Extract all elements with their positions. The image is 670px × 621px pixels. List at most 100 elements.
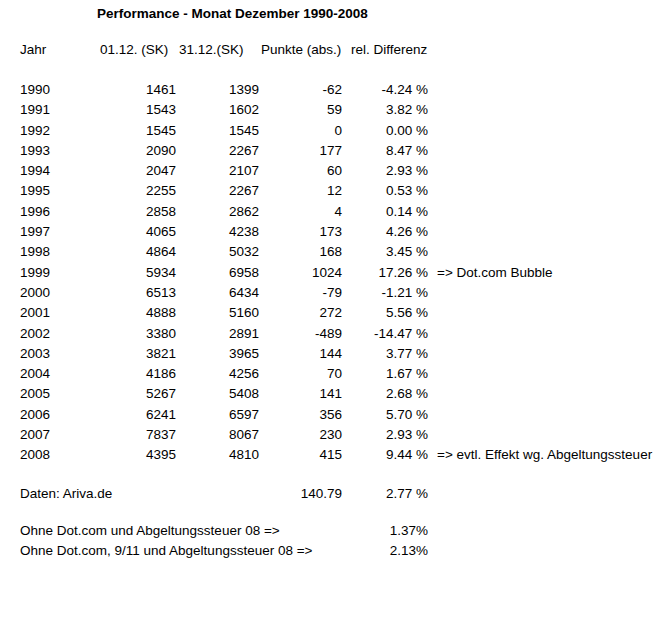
cell-sk-start: 4395 [97, 445, 176, 465]
page-title: Performance - Monat Dezember 1990-2008 [97, 6, 368, 21]
cell-sk-end: 6597 [176, 405, 259, 425]
cell-jahr: 1997 [20, 222, 97, 242]
cell-sk-end: 6958 [176, 263, 259, 283]
cell-punkte: -79 [259, 283, 342, 303]
cell-sk-end: 3965 [176, 344, 259, 364]
cell-punkte: 173 [259, 222, 342, 242]
cell-sk-end: 5408 [176, 384, 259, 404]
cell-punkte: 144 [259, 344, 342, 364]
spreadsheet: Performance - Monat Dezember 1990-2008 J… [0, 0, 670, 621]
cell-diff: -1.21 % [342, 283, 428, 303]
table-row: 1997 4065 4238 173 4.26 % [20, 222, 652, 242]
cell-sk-end: 2267 [176, 141, 259, 161]
cell-sk-start: 4888 [97, 303, 176, 323]
cell-sk-start: 1543 [97, 100, 176, 120]
cell-sk-start: 1461 [97, 80, 176, 100]
cell-diff: 9.44 % [342, 445, 428, 465]
cell-jahr: 1998 [20, 242, 97, 262]
cell-jahr: 2005 [20, 384, 97, 404]
cell-jahr: 1990 [20, 80, 97, 100]
cell-jahr: 2004 [20, 364, 97, 384]
cell-punkte: 415 [259, 445, 342, 465]
cell-sk-start: 4864 [97, 242, 176, 262]
cell-jahr: 2000 [20, 283, 97, 303]
cell-sk-start: 4065 [97, 222, 176, 242]
cell-sk-end: 1399 [176, 80, 259, 100]
column-header-sk-start: 01.12. (SK) [97, 40, 176, 60]
cell-diff: 8.47 % [342, 141, 428, 161]
cell-sk-start: 7837 [97, 425, 176, 445]
table-row: 1994 2047 2107 60 2.93 % [20, 161, 652, 181]
cell-punkte: 168 [259, 242, 342, 262]
summary-diff-value: 2.77 % [342, 484, 428, 504]
cell-jahr: 2007 [20, 425, 97, 445]
cell-diff: 2.93 % [342, 425, 428, 445]
table-row: 2006 6241 6597 356 5.70 % [20, 405, 652, 425]
cell-sk-end: 5032 [176, 242, 259, 262]
cell-sk-start: 1545 [97, 121, 176, 141]
data-source-label: Daten: Ariva.de [20, 484, 259, 504]
table-row: 2008 4395 4810 415 9.44 % => evtl. Effek… [20, 445, 652, 465]
cell-diff: -4.24 % [342, 80, 428, 100]
table-row: 1998 4864 5032 168 3.45 % [20, 242, 652, 262]
cell-diff: 17.26 % [342, 263, 428, 283]
table-row: 2005 5267 5408 141 2.68 % [20, 384, 652, 404]
cell-jahr: 1994 [20, 161, 97, 181]
cell-punkte: 230 [259, 425, 342, 445]
table-header-row: Jahr 01.12. (SK) 31.12.(SK) Punkte (abs.… [20, 40, 428, 60]
cell-jahr: 2001 [20, 303, 97, 323]
adjusted-row: Ohne Dot.com und Abgeltungssteuer 08 => … [20, 521, 428, 541]
table-row: 1991 1543 1602 59 3.82 % [20, 100, 652, 120]
cell-sk-start: 2090 [97, 141, 176, 161]
cell-diff: 3.45 % [342, 242, 428, 262]
cell-diff: 3.82 % [342, 100, 428, 120]
cell-jahr: 2003 [20, 344, 97, 364]
cell-diff: 2.68 % [342, 384, 428, 404]
cell-sk-start: 6241 [97, 405, 176, 425]
adjusted-value: 1.37% [342, 521, 428, 541]
cell-diff: -14.47 % [342, 324, 428, 344]
table-row: 1992 1545 1545 0 0.00 % [20, 121, 652, 141]
summary-row: Daten: Ariva.de 140.79 2.77 % [20, 484, 428, 504]
table-row: 1999 5934 6958 1024 17.26 % => Dot.com B… [20, 263, 652, 283]
cell-sk-end: 2107 [176, 161, 259, 181]
table-row: 1996 2858 2862 4 0.14 % [20, 202, 652, 222]
cell-sk-start: 2858 [97, 202, 176, 222]
cell-jahr: 1999 [20, 263, 97, 283]
adjusted-label: Ohne Dot.com und Abgeltungssteuer 08 => [20, 521, 342, 541]
cell-punkte: -489 [259, 324, 342, 344]
cell-sk-start: 5934 [97, 263, 176, 283]
cell-sk-end: 4238 [176, 222, 259, 242]
cell-sk-start: 3380 [97, 324, 176, 344]
cell-diff: 4.26 % [342, 222, 428, 242]
cell-punkte: 1024 [259, 263, 342, 283]
cell-sk-end: 2267 [176, 181, 259, 201]
cell-punkte: 141 [259, 384, 342, 404]
cell-sk-end: 2891 [176, 324, 259, 344]
cell-punkte: 4 [259, 202, 342, 222]
summary-section: Daten: Ariva.de 140.79 2.77 % [20, 484, 428, 504]
cell-diff: 5.56 % [342, 303, 428, 323]
column-header-punkte: Punkte (abs.) [259, 40, 342, 60]
cell-sk-start: 6513 [97, 283, 176, 303]
cell-sk-end: 1602 [176, 100, 259, 120]
cell-sk-start: 5267 [97, 384, 176, 404]
cell-sk-start: 4186 [97, 364, 176, 384]
table-row: 1995 2255 2267 12 0.53 % [20, 181, 652, 201]
cell-diff: 1.67 % [342, 364, 428, 384]
cell-punkte: 12 [259, 181, 342, 201]
cell-sk-end: 6434 [176, 283, 259, 303]
cell-jahr: 1993 [20, 141, 97, 161]
adjusted-section: Ohne Dot.com und Abgeltungssteuer 08 => … [20, 521, 428, 562]
cell-diff: 3.77 % [342, 344, 428, 364]
table-row: 2007 7837 8067 230 2.93 % [20, 425, 652, 445]
cell-punkte: 0 [259, 121, 342, 141]
cell-punkte: 272 [259, 303, 342, 323]
cell-diff: 2.93 % [342, 161, 428, 181]
cell-diff: 5.70 % [342, 405, 428, 425]
cell-jahr: 1995 [20, 181, 97, 201]
cell-diff: 0.00 % [342, 121, 428, 141]
table-row: 2003 3821 3965 144 3.77 % [20, 344, 652, 364]
cell-sk-start: 3821 [97, 344, 176, 364]
cell-sk-end: 2862 [176, 202, 259, 222]
